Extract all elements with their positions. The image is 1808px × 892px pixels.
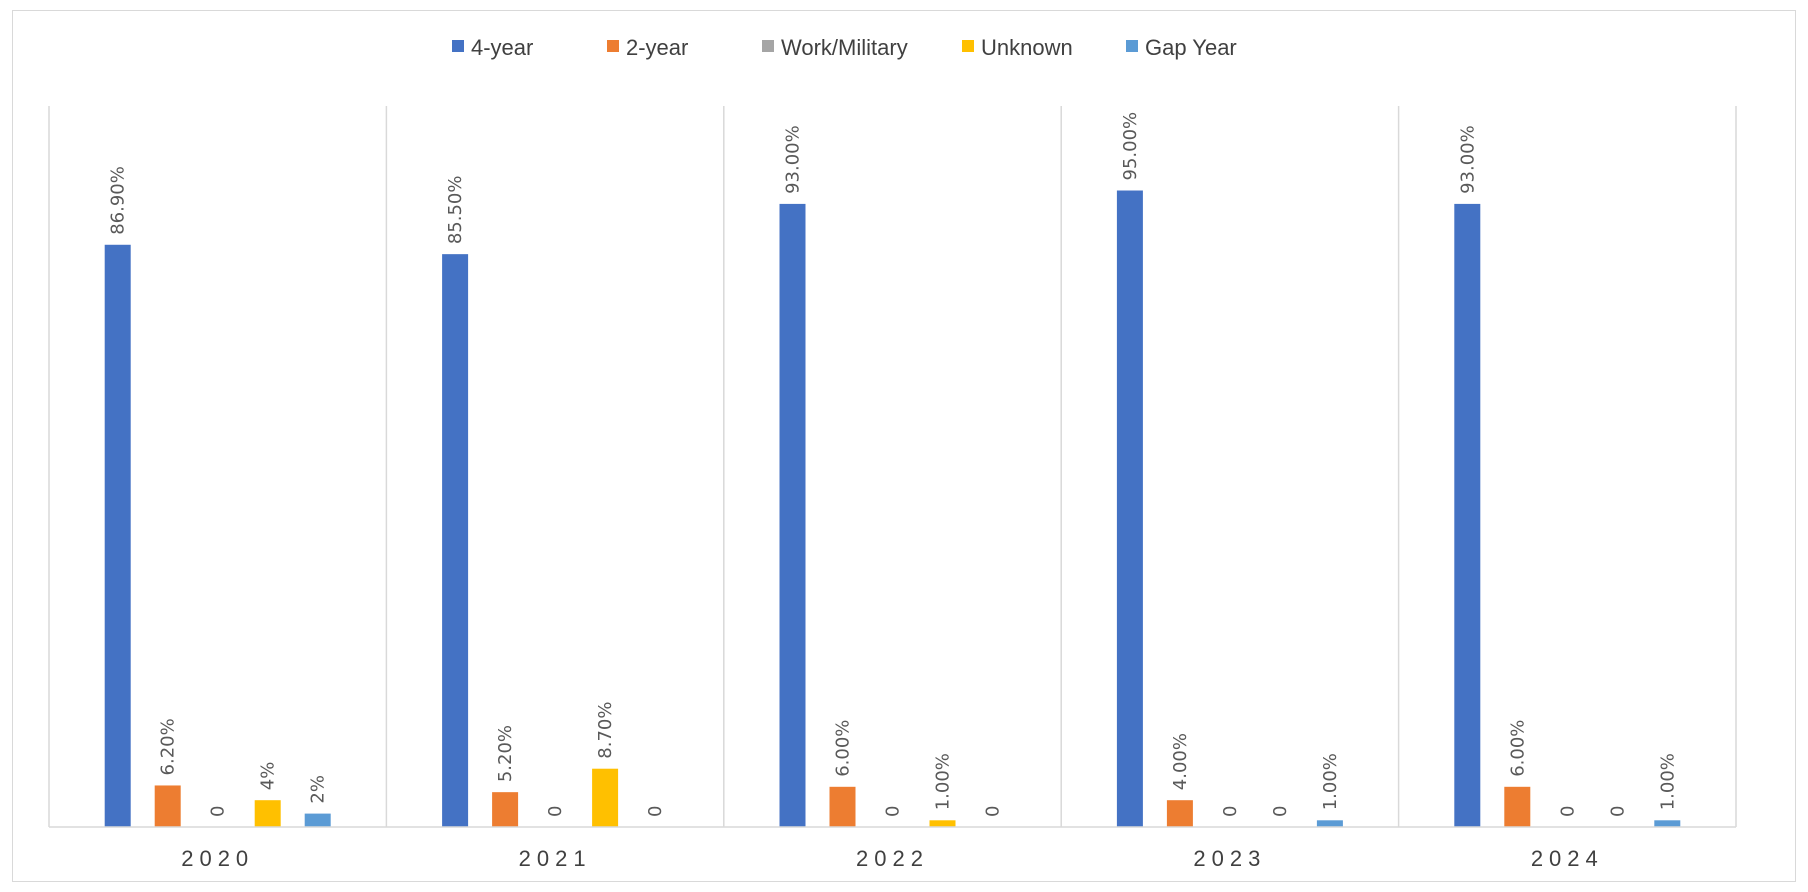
data-label-work-military-2021: 0	[545, 806, 566, 817]
category-label-2023: 2023	[1193, 846, 1266, 871]
data-label-unknown-2021: 8.70%	[595, 702, 616, 759]
legend-label-gap-year: Gap Year	[1145, 35, 1237, 60]
data-label-4-year-2021: 85.50%	[445, 176, 466, 245]
category-labels: 2020 2021 2022 2023 2024	[181, 846, 1604, 871]
legend-label-4-year: 4-year	[471, 35, 533, 60]
legend-label-unknown: Unknown	[981, 35, 1073, 60]
data-label-2-year-2024: 6.00%	[1507, 720, 1528, 777]
bar-2-year-2023	[1167, 800, 1193, 827]
data-label-gap-year-2024: 1.00%	[1657, 753, 1678, 810]
data-label-4-year-2023: 95.00%	[1120, 112, 1141, 181]
bar-unknown-2021	[592, 769, 618, 827]
data-label-4-year-2022: 93.00%	[783, 125, 804, 194]
category-label-2022: 2022	[856, 846, 929, 871]
bar-unknown-2022	[930, 820, 956, 827]
data-label-gap-year-2023: 1.00%	[1320, 753, 1341, 810]
data-label-work-military-2022: 0	[883, 806, 904, 817]
bar-gap-year-2020	[305, 814, 331, 827]
bar-2-year-2021	[492, 792, 518, 827]
category-label-2024: 2024	[1531, 846, 1604, 871]
bar-4-year-2023	[1117, 191, 1143, 828]
legend-swatch-work-military	[762, 40, 774, 52]
data-label-2-year-2023: 4.00%	[1170, 733, 1191, 790]
data-label-unknown-2024: 0	[1607, 806, 1628, 817]
legend-swatch-unknown	[962, 40, 974, 52]
bar-2-year-2024	[1504, 787, 1530, 827]
data-label-unknown-2022: 1.00%	[933, 753, 954, 810]
bar-4-year-2022	[780, 204, 806, 827]
legend-swatch-4-year	[452, 40, 464, 52]
data-label-4-year-2020: 86.90%	[108, 166, 129, 235]
data-label-unknown-2020: 4%	[258, 762, 279, 791]
data-label-unknown-2023: 0	[1270, 806, 1291, 817]
data-label-work-military-2020: 0	[208, 806, 229, 817]
bar-gap-year-2024	[1654, 820, 1680, 827]
bar-2-year-2022	[830, 787, 856, 827]
legend-swatch-2-year	[607, 40, 619, 52]
category-label-2021: 2021	[519, 846, 592, 871]
data-label-4-year-2024: 93.00%	[1457, 125, 1478, 194]
bar-unknown-2020	[255, 800, 281, 827]
legend: 4-year 2-year Work/Military Unknown Gap Year	[452, 35, 1237, 60]
category-label-2020: 2020	[181, 846, 254, 871]
data-label-2-year-2021: 5.20%	[495, 725, 516, 782]
bar-4-year-2024	[1454, 204, 1480, 827]
bar-4-year-2020	[105, 245, 131, 827]
data-label-2-year-2022: 6.00%	[833, 720, 854, 777]
legend-label-2-year: 2-year	[626, 35, 688, 60]
data-labels: 86.90% 6.20% 0 4% 2% 85.50% 5.20% 0 8.70% 0 93.00%…	[108, 112, 1679, 817]
data-label-gap-year-2022: 0	[983, 806, 1004, 817]
bar-2-year-2020	[155, 785, 181, 827]
bars	[105, 191, 1681, 828]
data-label-2-year-2020: 6.20%	[158, 718, 179, 775]
bar-4-year-2021	[442, 254, 468, 827]
legend-swatch-gap-year	[1126, 40, 1138, 52]
category-separators	[49, 106, 1736, 827]
data-label-work-military-2023: 0	[1220, 806, 1241, 817]
data-label-work-military-2024: 0	[1557, 806, 1578, 817]
data-label-gap-year-2020: 2%	[308, 775, 329, 804]
data-label-gap-year-2021: 0	[645, 806, 666, 817]
bar-gap-year-2023	[1317, 820, 1343, 827]
legend-label-work-military: Work/Military	[781, 35, 908, 60]
